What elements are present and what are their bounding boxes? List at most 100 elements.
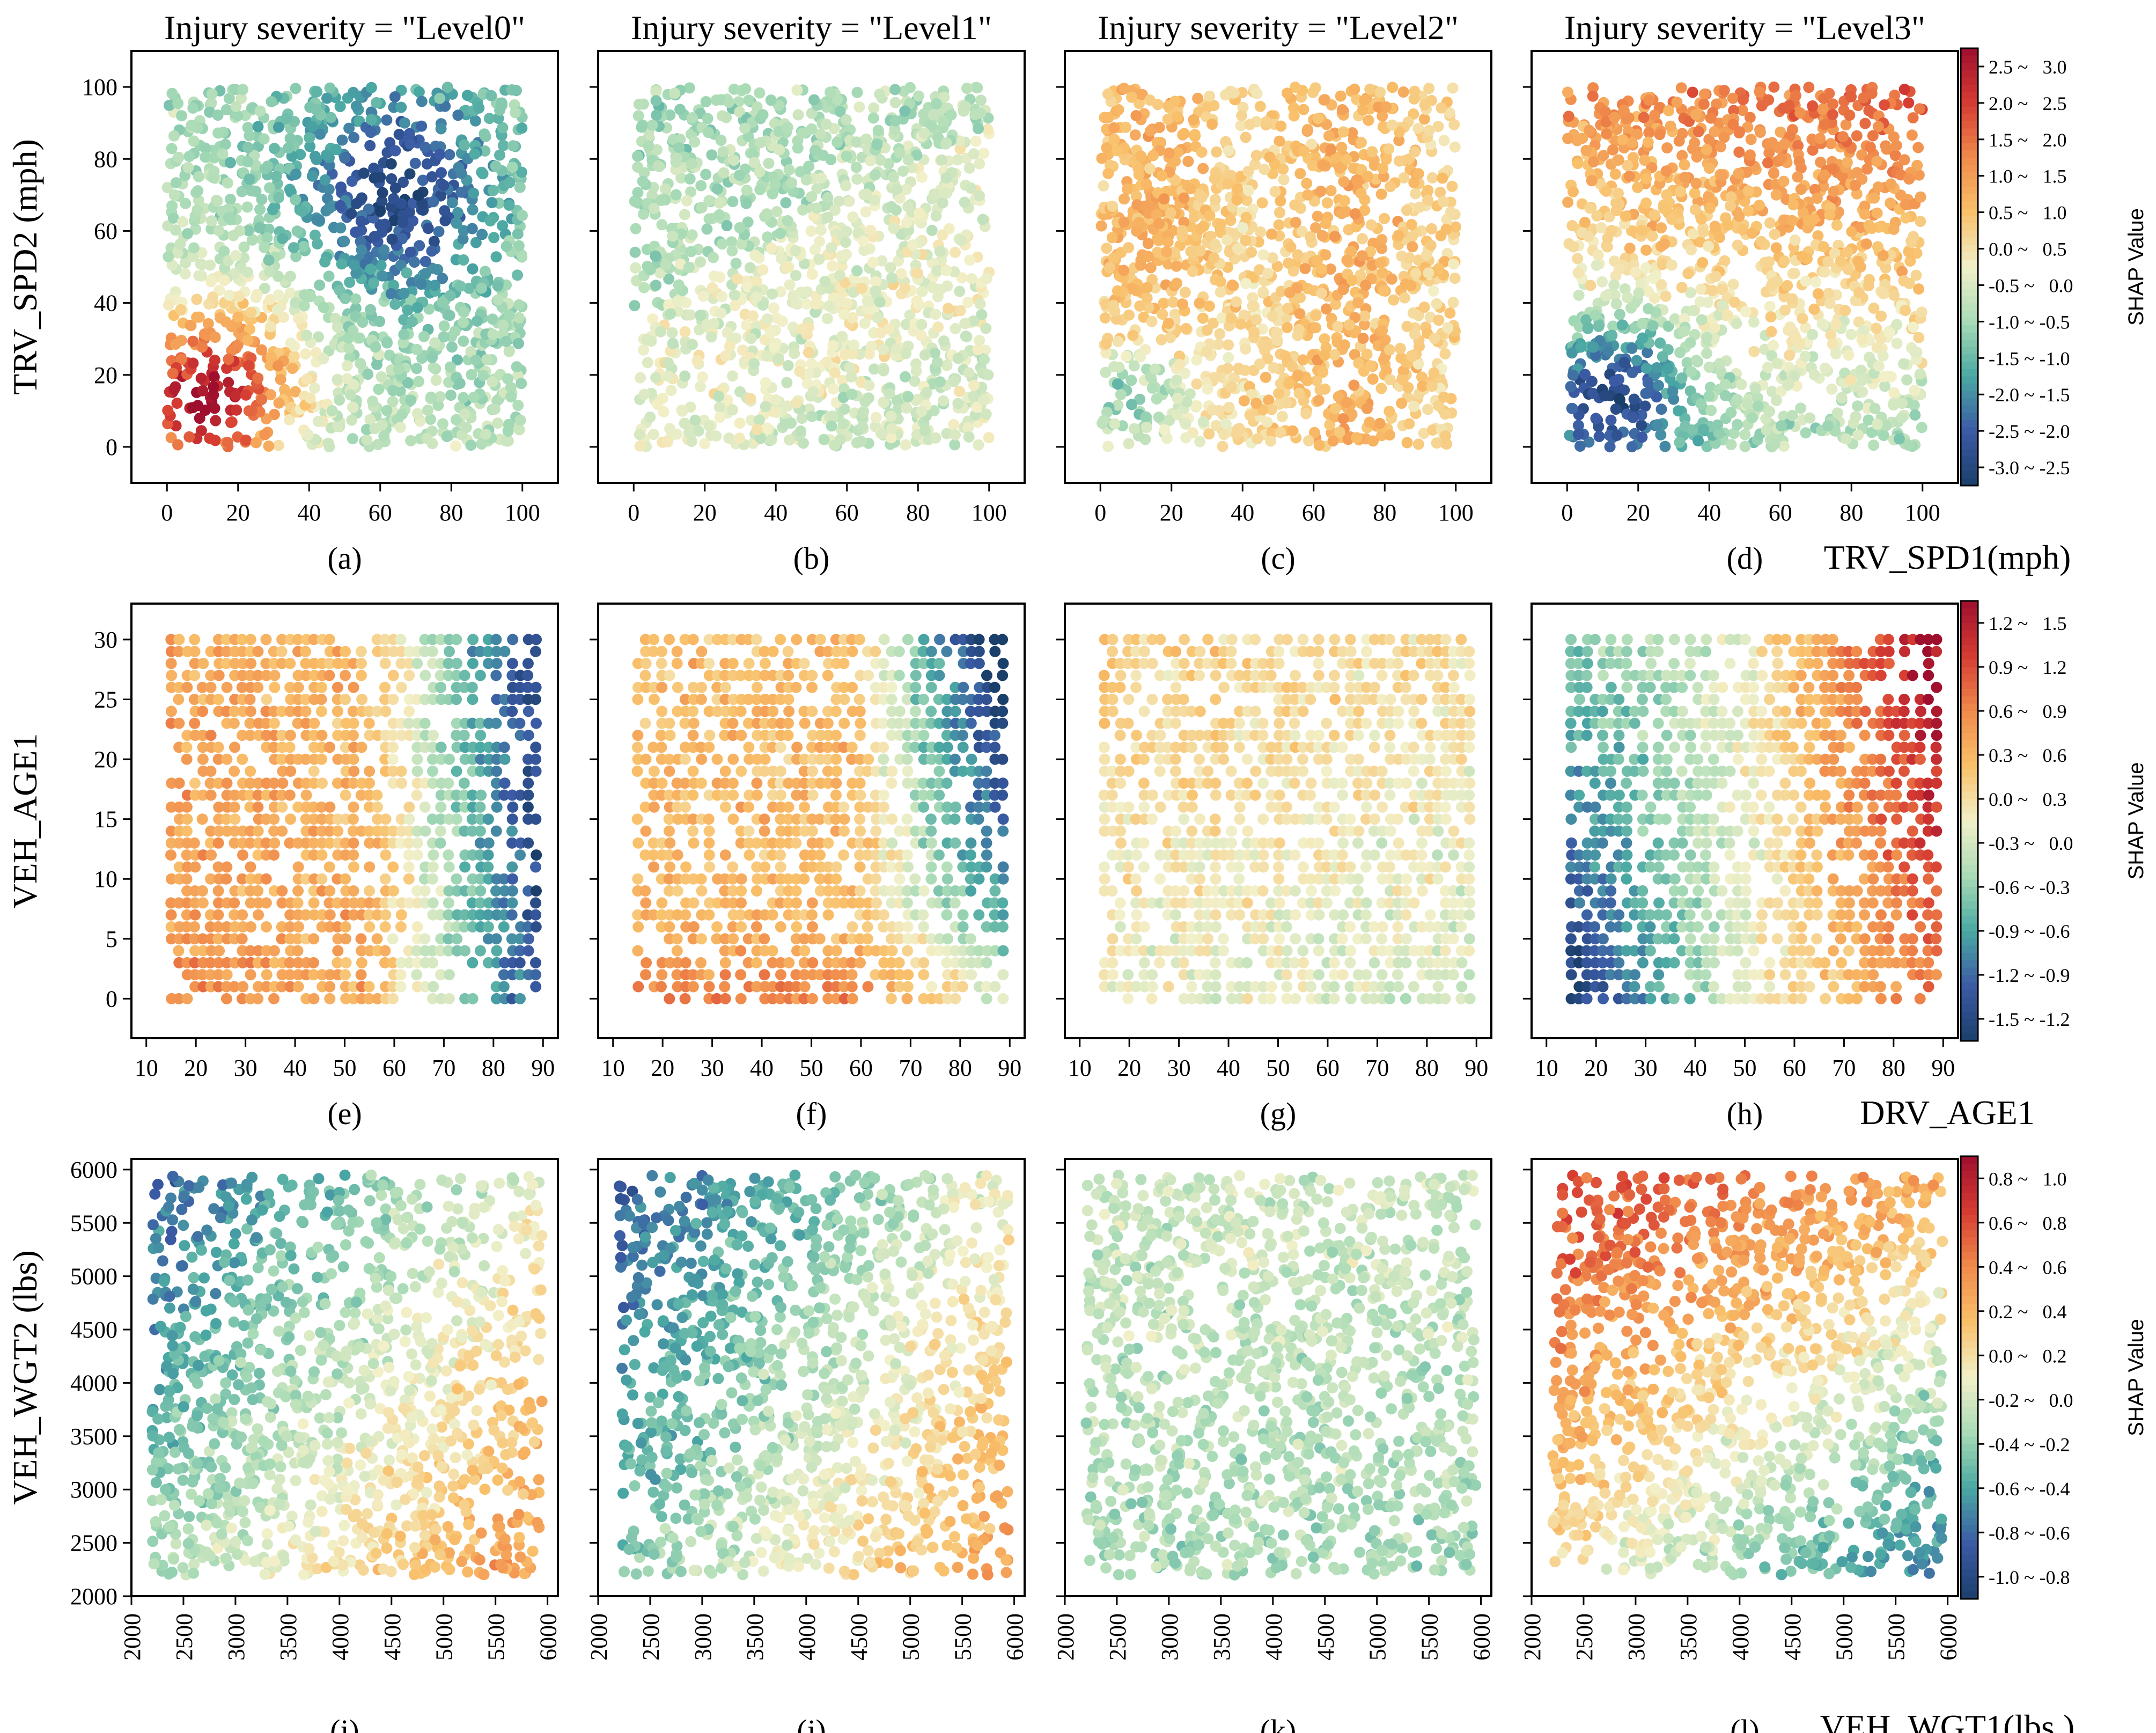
data-point: [1431, 437, 1443, 449]
data-point: [467, 204, 479, 216]
data-point: [734, 432, 745, 444]
data-point: [412, 189, 424, 201]
data-point: [1144, 125, 1156, 137]
data-point: [1409, 146, 1421, 158]
data-point: [1423, 124, 1435, 136]
data-point: [290, 168, 301, 180]
data-point: [1900, 212, 1912, 224]
data-point: [708, 270, 720, 282]
data-point: [453, 161, 465, 173]
data-point: [1301, 375, 1313, 386]
data-point: [634, 440, 646, 452]
x-tick-label: 80: [1373, 500, 1396, 526]
data-point: [1831, 219, 1843, 231]
data-point: [1111, 145, 1123, 157]
data-point: [458, 306, 470, 318]
data-point: [940, 137, 952, 149]
data-point: [490, 251, 502, 263]
data-point: [761, 422, 773, 434]
data-point: [945, 109, 957, 121]
data-point: [747, 310, 759, 322]
data-point: [1162, 113, 1174, 125]
data-point: [405, 394, 417, 406]
data-point: [376, 419, 388, 431]
data-point: [345, 389, 356, 401]
data-point: [1275, 427, 1286, 438]
data-point: [1439, 348, 1451, 359]
data-point: [365, 114, 377, 126]
data-point: [516, 122, 528, 134]
data-point: [735, 238, 747, 250]
data-point: [1673, 405, 1684, 417]
data-point: [389, 91, 401, 102]
data-point: [437, 296, 448, 308]
data-point: [258, 133, 270, 145]
data-point: [642, 357, 653, 369]
data-point: [782, 262, 793, 274]
data-point: [714, 412, 726, 423]
data-point: [757, 264, 769, 276]
data-point: [1158, 193, 1170, 205]
data-point: [1276, 410, 1288, 422]
data-point: [851, 86, 863, 98]
data-point: [364, 139, 376, 151]
data-point: [468, 392, 480, 403]
data-point: [334, 200, 346, 211]
data-point: [365, 127, 377, 138]
data-point: [191, 311, 203, 323]
data-point: [1387, 82, 1399, 93]
data-point: [1364, 416, 1375, 428]
data-point: [304, 392, 316, 404]
data-point: [1219, 89, 1231, 101]
data-point: [212, 109, 224, 121]
data-point: [251, 289, 263, 300]
data-point: [857, 421, 869, 432]
data-point: [938, 395, 949, 407]
data-point: [744, 262, 756, 274]
data-point: [1237, 222, 1248, 233]
data-point: [1337, 284, 1349, 295]
data-point: [467, 263, 479, 275]
data-point: [187, 102, 199, 114]
data-point: [1141, 282, 1153, 293]
data-point: [697, 371, 709, 383]
data-point: [1754, 86, 1765, 98]
data-point: [1422, 403, 1434, 415]
data-point: [891, 204, 902, 216]
data-point: [1278, 174, 1290, 186]
data-point: [404, 138, 416, 150]
data-point: [1407, 307, 1419, 319]
data-point: [1336, 208, 1348, 219]
data-point: [1803, 82, 1815, 93]
data-point: [702, 127, 714, 138]
data-point: [1705, 405, 1717, 416]
data-point: [1332, 321, 1344, 333]
data-point: [740, 197, 752, 209]
data-point: [1437, 172, 1448, 184]
data-point: [271, 304, 283, 315]
data-point: [835, 250, 847, 262]
data-point: [1745, 134, 1757, 145]
data-point: [273, 192, 285, 203]
data-point: [512, 337, 524, 349]
data-point: [252, 372, 264, 384]
data-point: [1338, 339, 1350, 351]
data-point: [1255, 226, 1267, 238]
data-point: [1313, 394, 1324, 406]
data-point: [162, 405, 174, 416]
data-point: [686, 436, 697, 447]
data-point: [505, 391, 517, 403]
data-point: [250, 437, 262, 449]
data-point: [1433, 314, 1445, 326]
data-point: [916, 319, 928, 331]
data-point: [416, 96, 428, 107]
data-point: [667, 337, 679, 349]
data-point: [376, 371, 387, 383]
data-point: [910, 365, 922, 377]
data-point: [865, 224, 877, 236]
data-point: [642, 260, 653, 272]
data-point: [674, 104, 686, 115]
data-point: [760, 377, 771, 388]
data-point: [240, 389, 252, 401]
data-point: [1358, 94, 1370, 106]
